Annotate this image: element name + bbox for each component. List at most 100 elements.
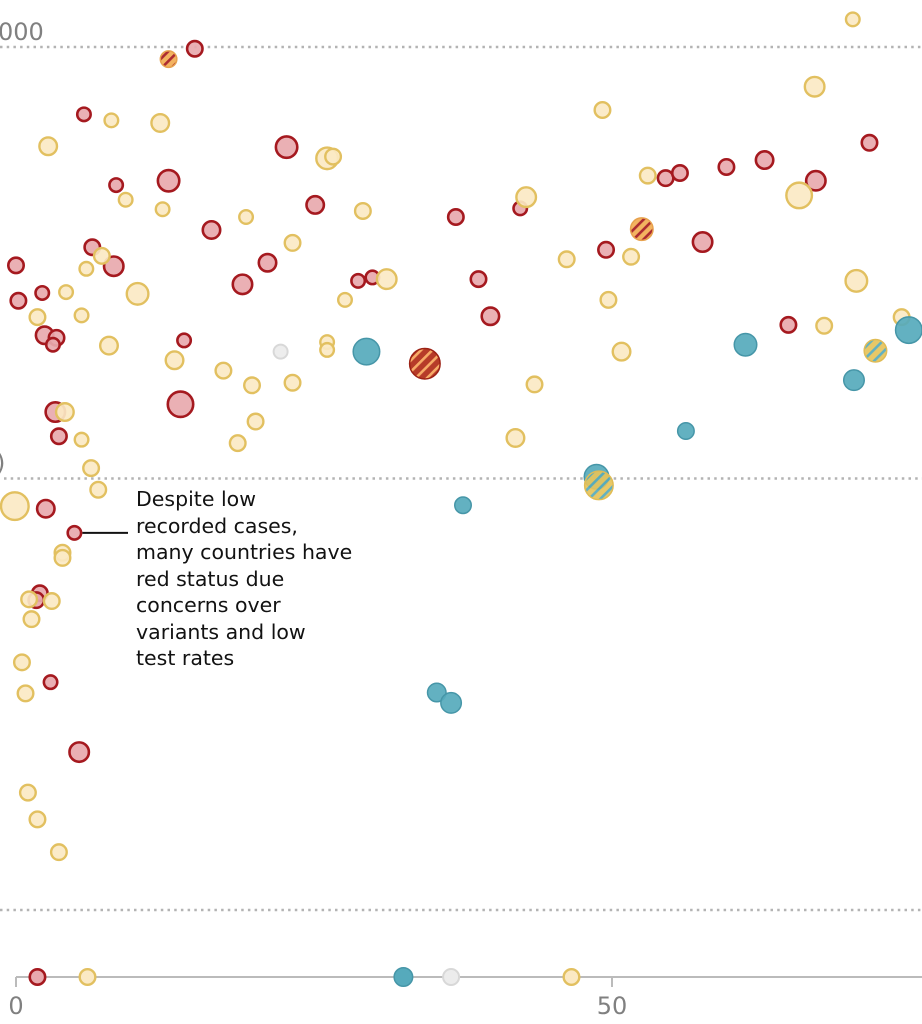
- data-point-red: [201, 219, 222, 240]
- data-point-amber: [154, 201, 171, 218]
- data-point-amber: [73, 431, 90, 448]
- strip-point-green: [393, 967, 414, 987]
- data-point-stripe-amber: [629, 217, 654, 242]
- data-point-red: [156, 168, 181, 193]
- data-point-stripe-green: [863, 338, 888, 363]
- data-point-amber: [622, 247, 641, 266]
- data-point-red: [350, 272, 367, 289]
- y-tick-label-top: 000: [0, 18, 44, 46]
- baseline-strip-points: [28, 967, 581, 987]
- data-point-amber: [638, 166, 657, 185]
- data-point-red: [66, 524, 83, 541]
- data-point-amber: [593, 100, 612, 119]
- data-point-amber: [803, 75, 826, 98]
- data-point-green: [842, 369, 865, 392]
- data-point-red: [231, 273, 254, 296]
- annotation-line: red status due: [136, 566, 285, 591]
- x-tick-label-0: 0: [8, 992, 23, 1020]
- annotation-line: many countries have: [136, 540, 353, 564]
- data-point-amber: [73, 307, 90, 324]
- data-point-amber: [164, 350, 185, 371]
- annotation-line: recorded cases,: [136, 513, 298, 538]
- data-point-amber: [0, 491, 30, 522]
- data-point-red: [274, 135, 299, 160]
- data-point-green: [426, 682, 447, 703]
- data-point-amber: [515, 186, 538, 209]
- data-point-amber: [844, 11, 861, 28]
- annotation-line: variants and low: [136, 619, 306, 644]
- data-point-amber: [228, 434, 247, 453]
- x-tick-label-50: 50: [597, 992, 628, 1020]
- data-point-red: [691, 231, 714, 254]
- data-point-green: [676, 422, 695, 441]
- data-point-red: [860, 133, 879, 152]
- data-point-red: [185, 39, 204, 58]
- data-point-amber: [844, 268, 869, 293]
- data-point-green: [352, 337, 381, 366]
- data-point-amber: [103, 112, 120, 129]
- data-point-red: [35, 498, 56, 519]
- data-point-green: [454, 496, 472, 515]
- data-point-amber: [18, 783, 37, 802]
- strip-point-amber: [562, 968, 581, 987]
- data-point-red: [9, 291, 28, 310]
- data-point-amber: [243, 376, 262, 395]
- data-point-amber: [117, 191, 134, 208]
- data-point-amber: [16, 684, 35, 703]
- data-point-amber: [58, 284, 75, 301]
- data-point-amber: [599, 290, 618, 309]
- data-point-amber: [785, 181, 814, 210]
- data-point-amber: [505, 427, 526, 448]
- data-point-red: [305, 194, 326, 215]
- annotation-line: concerns over: [136, 593, 281, 617]
- strip-point-grey: [442, 968, 461, 986]
- data-point-red: [754, 150, 775, 171]
- data-point-amber: [53, 548, 72, 567]
- annotation-line: Despite low: [136, 487, 256, 511]
- gridlines: [0, 45, 922, 912]
- data-point-amber: [214, 361, 233, 380]
- data-point-red: [717, 157, 736, 176]
- data-point-amber: [324, 147, 343, 166]
- data-point-amber: [98, 335, 119, 356]
- data-point-red: [166, 390, 195, 419]
- data-point-red: [469, 270, 488, 289]
- data-point-red: [480, 306, 501, 327]
- data-points: [0, 11, 922, 862]
- annotation-line: test rates: [136, 646, 235, 670]
- data-point-red: [75, 106, 92, 123]
- data-point-amber: [150, 112, 171, 133]
- strip-point-red: [28, 967, 47, 986]
- data-point-red: [42, 674, 59, 691]
- data-point-amber: [611, 341, 632, 362]
- data-point-amber: [49, 843, 68, 862]
- data-point-amber: [557, 250, 576, 269]
- data-point-red: [44, 336, 61, 353]
- data-point-amber: [92, 246, 111, 265]
- data-point-amber: [353, 201, 372, 220]
- data-point-stripe-red: [408, 347, 441, 380]
- annotation-text: Despite low recorded cases, many countri…: [136, 486, 376, 672]
- x-tick-labels: 0 50: [8, 992, 627, 1020]
- data-point-amber: [38, 136, 59, 157]
- data-point-red: [34, 284, 51, 301]
- x-axis: [15, 976, 922, 987]
- data-point-green: [440, 691, 463, 714]
- data-point-amber: [89, 480, 108, 499]
- data-point-amber: [283, 233, 302, 252]
- data-point-amber: [42, 592, 61, 611]
- data-point-red: [446, 208, 465, 227]
- data-point-red: [257, 252, 278, 273]
- data-point-red: [7, 256, 25, 275]
- data-point-amber: [319, 341, 336, 358]
- data-point-amber: [125, 281, 150, 306]
- data-point-amber: [54, 402, 75, 423]
- data-point-amber: [12, 653, 31, 672]
- data-point-amber: [525, 375, 544, 394]
- data-point-red: [804, 169, 827, 192]
- strip-point-amber: [78, 968, 97, 987]
- data-point-amber: [28, 810, 47, 829]
- y-tick-labels: 000 ): [0, 18, 44, 477]
- data-point-amber: [246, 412, 265, 431]
